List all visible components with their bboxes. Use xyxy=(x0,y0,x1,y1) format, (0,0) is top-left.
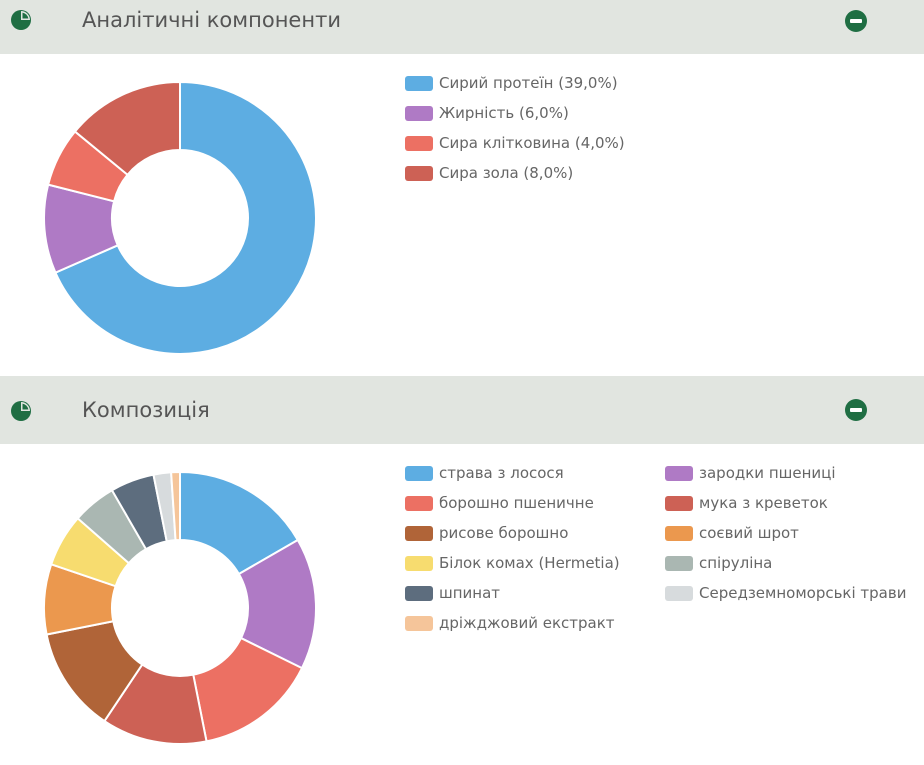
legend-item[interactable]: мука з креветок xyxy=(665,492,828,514)
legend-item[interactable]: соєвий шрот xyxy=(665,522,799,544)
legend-label: рисове борошно xyxy=(439,524,569,542)
minus-circle-icon[interactable] xyxy=(845,399,867,421)
panel-header-analytical: Аналітичні компоненти xyxy=(0,0,924,54)
panel-header-composition: Композиція xyxy=(0,376,924,444)
legend-swatch xyxy=(665,465,693,481)
legend-swatch xyxy=(405,465,433,481)
legend-swatch xyxy=(405,165,433,181)
donut-slice[interactable] xyxy=(170,470,181,542)
legend-swatch xyxy=(665,555,693,571)
legend-label: Жирність (6,0%) xyxy=(439,104,569,122)
legend-item[interactable]: Сирий протеїн (39,0%) xyxy=(405,72,618,94)
donut-slice[interactable] xyxy=(54,80,317,355)
legend-swatch xyxy=(405,525,433,541)
legend-label: мука з креветок xyxy=(699,494,828,512)
legend-swatch xyxy=(405,615,433,631)
legend-label: Середземноморські трави xyxy=(699,584,907,602)
legend-label: Білок комах (Hermetia) xyxy=(439,554,620,572)
legend-label: Сира клітковина (4,0%) xyxy=(439,134,625,152)
legend-item[interactable]: шпинат xyxy=(405,582,500,604)
legend-item[interactable]: спіруліна xyxy=(665,552,772,574)
donut-chart-composition xyxy=(43,470,317,745)
legend-swatch xyxy=(665,585,693,601)
legend-label: Сирий протеїн (39,0%) xyxy=(439,74,618,92)
legend-swatch xyxy=(405,75,433,91)
donut-slice[interactable] xyxy=(73,80,181,177)
legend-swatch xyxy=(405,555,433,571)
legend-label: спіруліна xyxy=(699,554,773,572)
legend-label: страва з лосося xyxy=(439,464,564,482)
legend-swatch xyxy=(405,105,433,121)
legend-item[interactable]: зародки пшениці xyxy=(665,462,836,484)
legend-item[interactable]: рисове борошно xyxy=(405,522,568,544)
legend-swatch xyxy=(405,495,433,511)
legend-item[interactable]: Сира зола (8,0%) xyxy=(405,162,573,184)
legend-item[interactable]: Сира клітковина (4,0%) xyxy=(405,132,625,154)
panel-title: Композиція xyxy=(82,398,210,422)
legend-item[interactable]: дріжджовий екстракт xyxy=(405,612,615,634)
legend-item[interactable]: борошно пшеничне xyxy=(405,492,594,514)
pie-chart-icon xyxy=(11,10,31,30)
legend-swatch xyxy=(405,585,433,601)
legend-label: дріжджовий екстракт xyxy=(439,614,615,632)
legend-label: соєвий шрот xyxy=(699,524,799,542)
legend-label: Сира зола (8,0%) xyxy=(439,164,574,182)
pie-chart-icon xyxy=(11,401,31,421)
legend-swatch xyxy=(665,525,693,541)
legend-label: борошно пшеничне xyxy=(439,494,594,512)
legend-label: шпинат xyxy=(439,584,501,602)
legend-swatch xyxy=(665,495,693,511)
legend-swatch xyxy=(405,135,433,151)
legend-label: зародки пшениці xyxy=(699,464,836,482)
legend-item[interactable]: страва з лосося xyxy=(405,462,564,484)
panel-title: Аналітичні компоненти xyxy=(82,8,341,32)
minus-circle-icon[interactable] xyxy=(845,10,867,32)
legend-item[interactable]: Жирність (6,0%) xyxy=(405,102,569,124)
donut-chart-analytical xyxy=(43,80,317,355)
legend-item[interactable]: Середземноморські трави xyxy=(665,582,906,604)
legend-item[interactable]: Білок комах (Hermetia) xyxy=(405,552,620,574)
